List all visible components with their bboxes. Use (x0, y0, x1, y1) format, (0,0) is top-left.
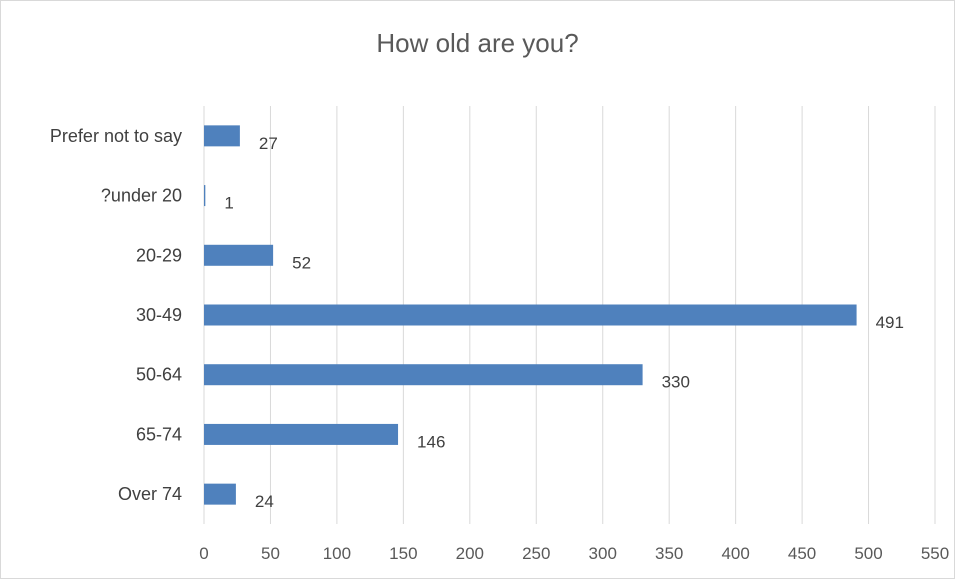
data-label: 52 (292, 253, 311, 272)
x-tick-label: 550 (921, 544, 949, 563)
data-label: 146 (417, 432, 445, 451)
category-label: 30-49 (136, 305, 182, 325)
bar (204, 304, 857, 326)
category-label: Prefer not to say (50, 126, 182, 146)
x-tick-label: 300 (589, 544, 617, 563)
category-label: 50-64 (136, 365, 182, 385)
bar (204, 483, 236, 505)
category-label: Over 74 (118, 484, 182, 504)
x-tick-label: 150 (389, 544, 417, 563)
bar (204, 364, 643, 386)
x-tick-label: 100 (323, 544, 351, 563)
x-tick-label: 0 (199, 544, 208, 563)
category-label: ?under 20 (101, 186, 182, 206)
bar (204, 125, 240, 147)
data-label: 491 (876, 313, 904, 332)
x-tick-label: 500 (854, 544, 882, 563)
data-label: 1 (224, 194, 233, 213)
x-tick-label: 200 (456, 544, 484, 563)
x-tick-label: 450 (788, 544, 816, 563)
x-tick-label: 350 (655, 544, 683, 563)
bar (204, 185, 206, 207)
x-tick-label: 250 (522, 544, 550, 563)
bar (204, 244, 274, 266)
category-label: 65-74 (136, 424, 182, 444)
data-label: 24 (255, 492, 274, 511)
data-label: 27 (259, 134, 278, 153)
category-label: 20-29 (136, 245, 182, 265)
chart-title: How old are you? (376, 28, 579, 58)
data-label: 330 (662, 373, 690, 392)
bar (204, 423, 399, 445)
x-tick-label: 400 (721, 544, 749, 563)
x-tick-label: 50 (261, 544, 280, 563)
